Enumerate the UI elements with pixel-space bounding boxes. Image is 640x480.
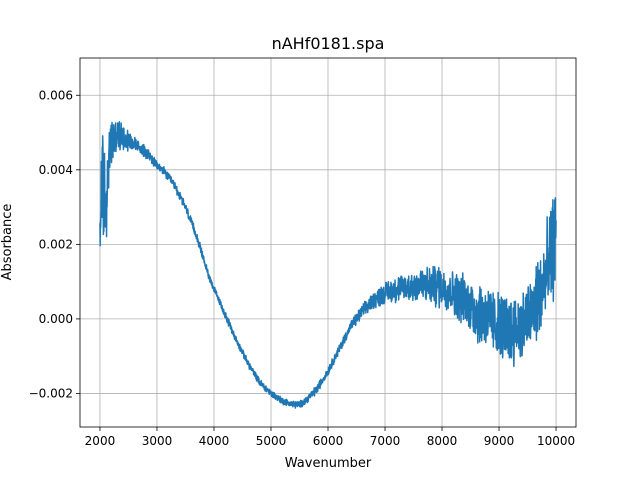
y-tick-label: 0.004 bbox=[39, 163, 73, 177]
data-series bbox=[99, 121, 557, 409]
x-tick-label: 7000 bbox=[370, 434, 401, 448]
x-tick-label: 9000 bbox=[484, 434, 515, 448]
x-axis-label: Wavenumber bbox=[285, 456, 372, 471]
x-tick-label: 10000 bbox=[537, 434, 575, 448]
y-tick-label: −0.002 bbox=[29, 386, 73, 400]
y-tick-label: 0.002 bbox=[39, 237, 73, 251]
y-tick-label: 0.000 bbox=[39, 312, 73, 326]
x-tick-label: 6000 bbox=[313, 434, 344, 448]
x-tick-label: 8000 bbox=[427, 434, 458, 448]
x-tick-label: 3000 bbox=[142, 434, 173, 448]
x-tick-label: 5000 bbox=[256, 434, 287, 448]
x-tick-label: 4000 bbox=[199, 434, 230, 448]
chart-title: nAHf0181.spa bbox=[272, 34, 385, 53]
y-tick-label: 0.006 bbox=[39, 88, 73, 102]
axis-ticks: 2000 3000 4000 5000 6000 7000 8000 9000 10000 −0.… bbox=[29, 88, 576, 448]
spectrum-line bbox=[99, 121, 557, 409]
x-tick-label: 2000 bbox=[85, 434, 116, 448]
y-axis-label: Absorbance bbox=[0, 204, 15, 281]
